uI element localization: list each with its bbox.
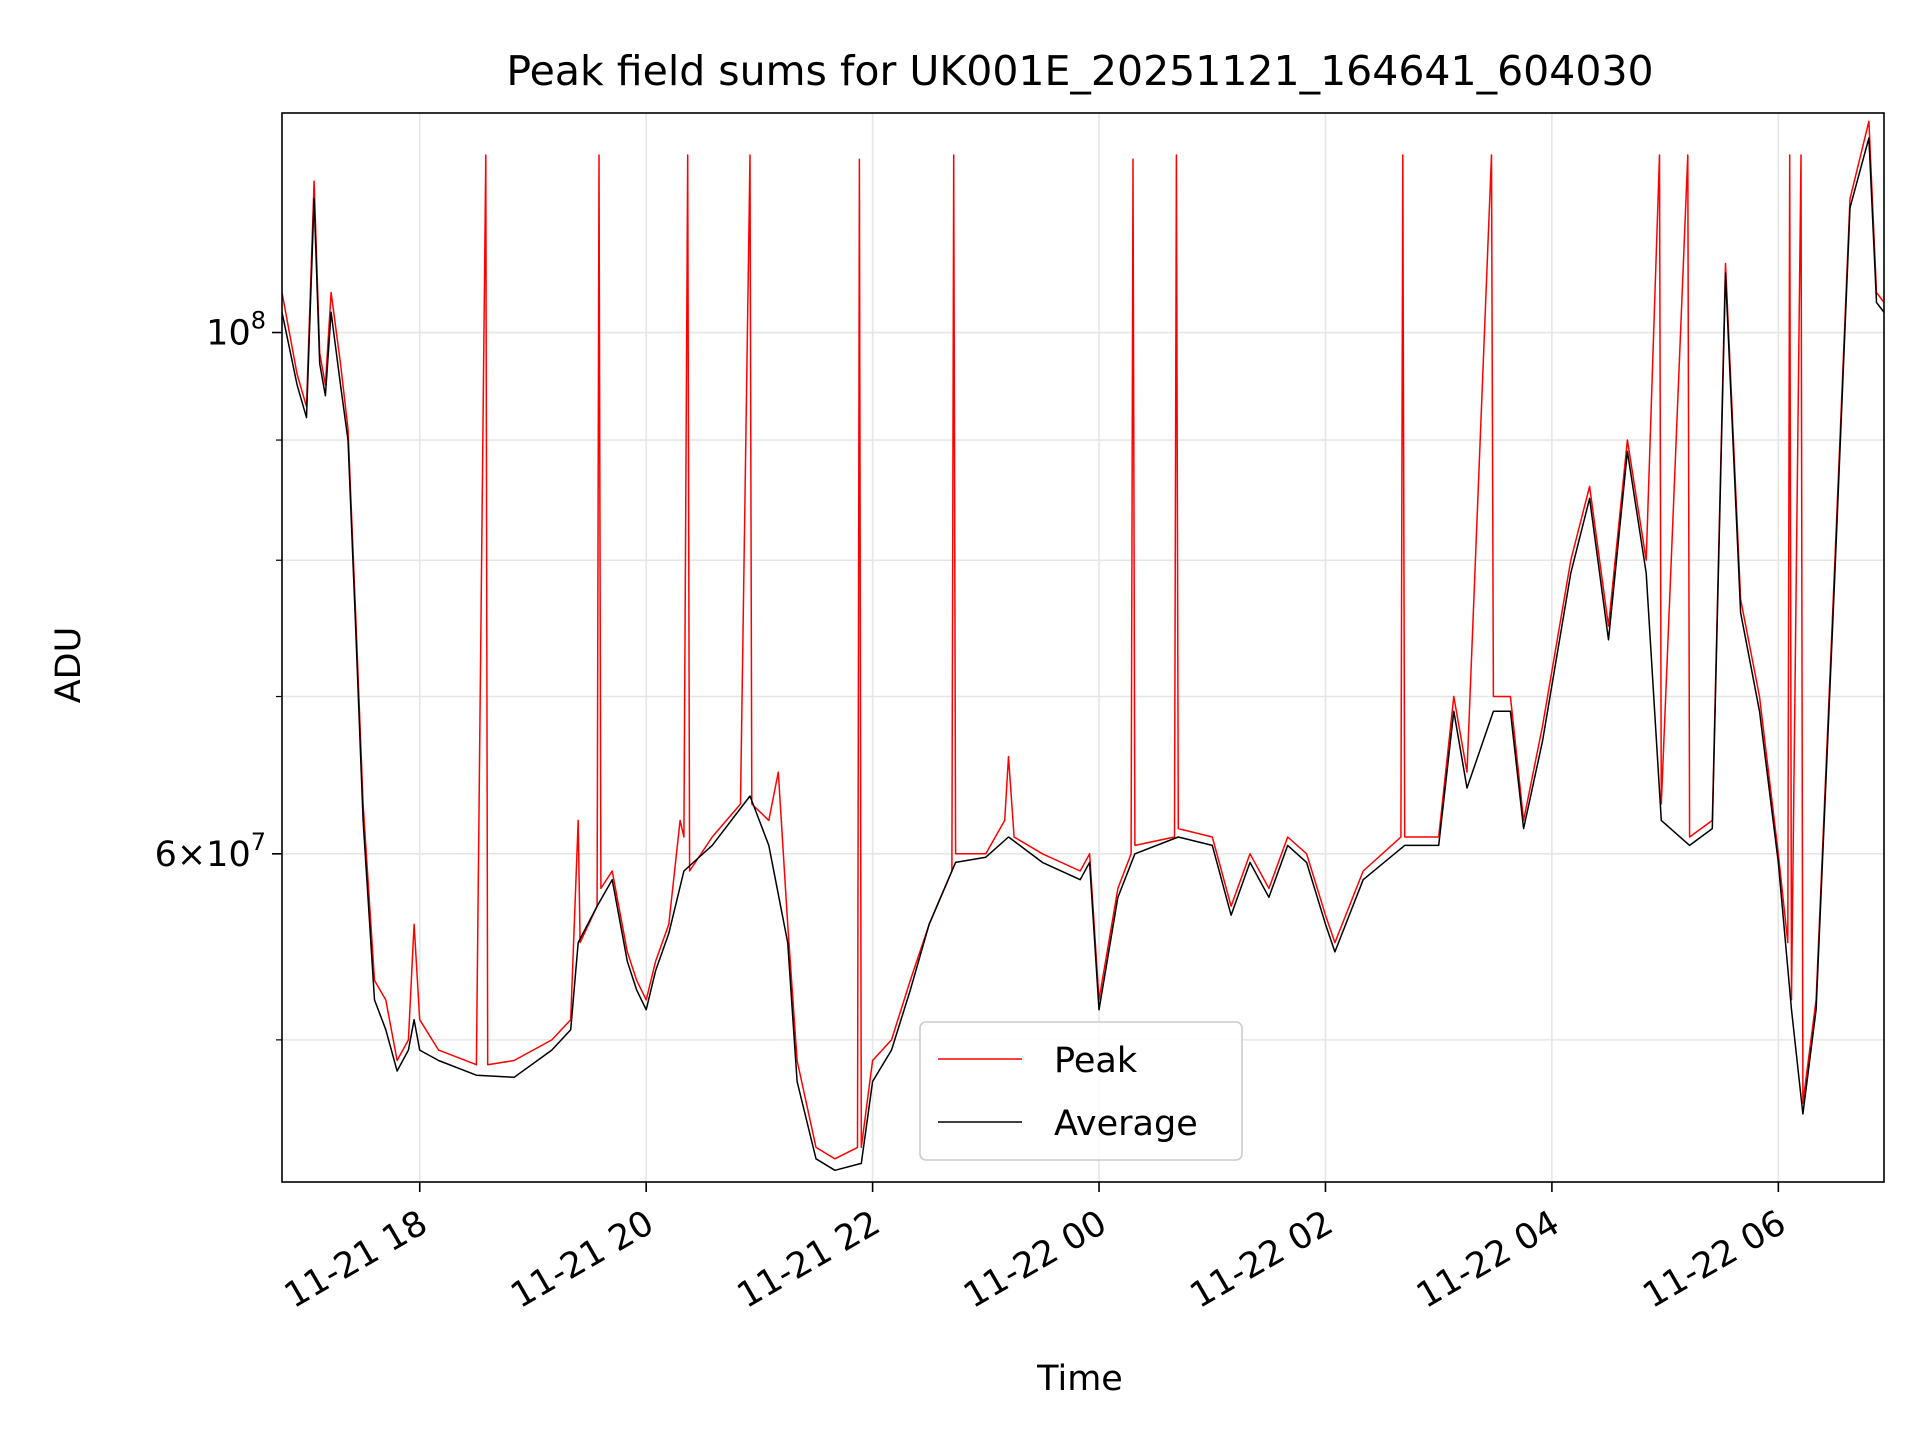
plot-frame (281, 112, 1885, 1183)
y-tick-label: 6×107 (155, 828, 266, 875)
y-axis: 6×107 108 (155, 307, 282, 1041)
y-axis-label: ADU (49, 627, 89, 704)
series-line-peak (282, 120, 1884, 1160)
grid (282, 113, 1884, 1182)
legend-box (919, 1021, 1243, 1161)
x-axis-label: Time (1036, 1359, 1123, 1399)
series-layer (282, 120, 1884, 1172)
legend-peak-label: Peak (1054, 1041, 1138, 1081)
legend: Peak Average (919, 1021, 1243, 1161)
y-tick-label: 108 (206, 307, 266, 354)
legend-average-label: Average (1054, 1104, 1198, 1144)
series-line-average (282, 137, 1884, 1172)
chart-title: Peak field sums for UK001E_20251121_1646… (506, 47, 1653, 95)
